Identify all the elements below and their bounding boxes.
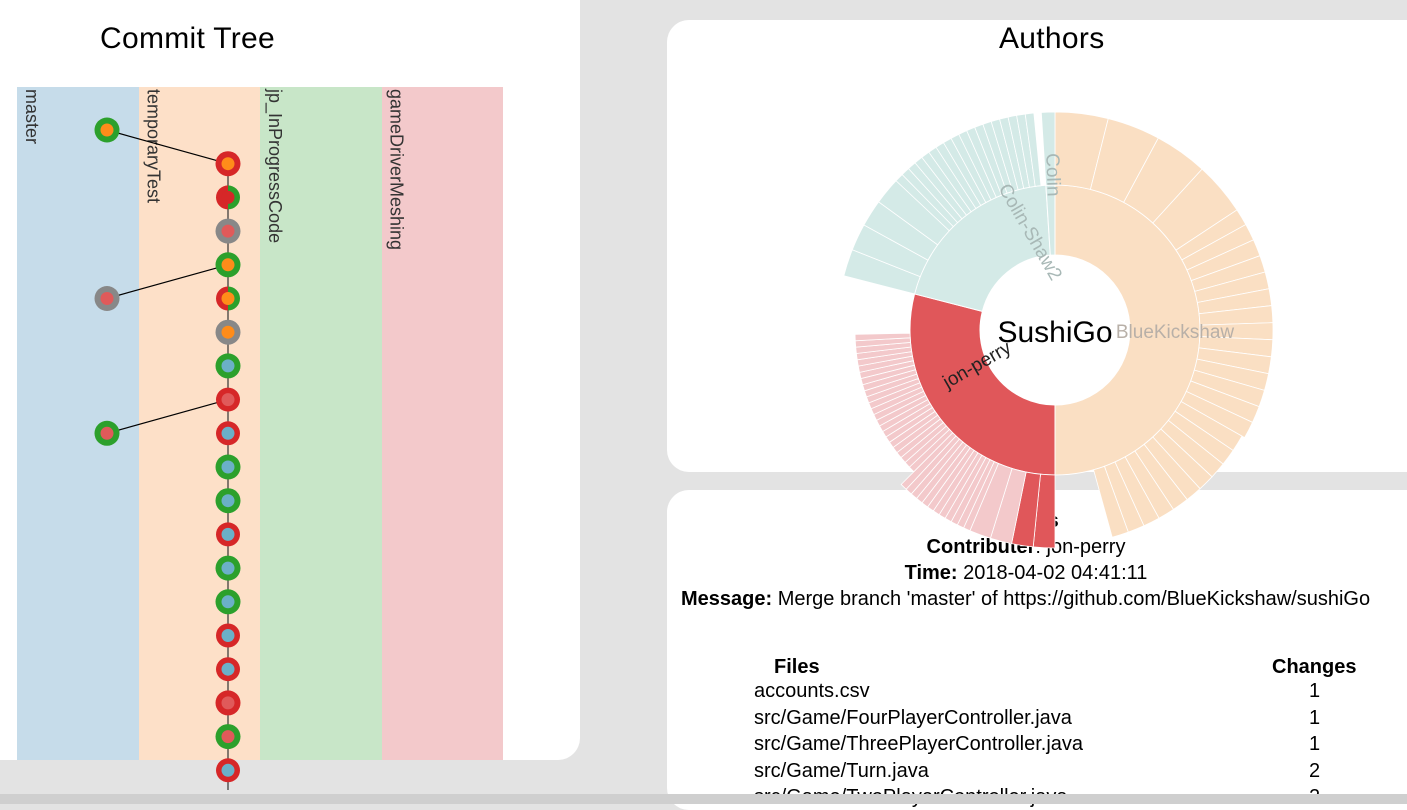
commit-node[interactable] xyxy=(215,151,241,177)
commit-dot xyxy=(100,292,114,305)
commit-dot xyxy=(100,426,114,440)
commit-dot xyxy=(221,426,235,440)
horizontal-scrollbar[interactable] xyxy=(0,794,1407,804)
branch-label: jp_InProgressCode xyxy=(265,89,285,244)
commit-dot xyxy=(221,224,235,238)
commit-node[interactable] xyxy=(94,420,120,446)
commit-tree-title: Commit Tree xyxy=(100,22,275,55)
branch-lane-master: master xyxy=(17,87,139,760)
file-name[interactable]: src/Game/FourPlayerController.java xyxy=(754,706,1072,729)
author-label: Colin xyxy=(1041,153,1063,197)
commit-node[interactable] xyxy=(215,319,241,345)
commit-node[interactable] xyxy=(216,421,240,446)
commit-dot xyxy=(221,460,235,474)
commit-graph xyxy=(94,117,241,790)
commit-dot xyxy=(221,595,235,609)
commit-node[interactable] xyxy=(215,454,241,480)
commit-dot xyxy=(221,359,235,373)
commit-dot xyxy=(221,763,235,777)
authors-title: Authors xyxy=(999,22,1105,55)
commit-node[interactable] xyxy=(215,252,241,278)
commit-dot xyxy=(221,258,235,272)
commit-node[interactable] xyxy=(216,387,240,412)
merge-line xyxy=(106,264,229,300)
commit-node[interactable] xyxy=(216,185,240,210)
commit-dot xyxy=(221,561,235,575)
commit-node[interactable] xyxy=(215,353,241,379)
commit-node[interactable] xyxy=(215,555,241,581)
sunburst-center xyxy=(980,255,1130,405)
branch-label: temporaryTest xyxy=(143,89,164,204)
file-name[interactable]: src/Game/ThreePlayerController.java xyxy=(754,733,1084,755)
time-row: Time: 2018-04-02 04:41:11 xyxy=(667,560,1407,586)
commit-node[interactable] xyxy=(215,218,241,244)
file-changes: 1 xyxy=(1309,680,1321,702)
message-label: Message: xyxy=(681,588,773,610)
message-row: Message: Merge branch 'master' of https:… xyxy=(681,586,1407,612)
commit-node[interactable] xyxy=(94,286,120,311)
author-label: BlueKickshaw xyxy=(1116,322,1235,343)
commit-dot xyxy=(221,157,235,171)
commit-dot xyxy=(221,696,235,710)
sunburst-center-label: SushiGo xyxy=(997,316,1112,349)
commit-node[interactable] xyxy=(216,623,240,648)
branch-label: gameDriverMeshing xyxy=(386,89,407,251)
commit-node[interactable] xyxy=(216,758,240,783)
commit-dot xyxy=(221,190,235,204)
commit-node[interactable] xyxy=(215,488,241,514)
merge-line xyxy=(106,129,229,165)
commit-node[interactable] xyxy=(215,724,241,750)
commit-dot xyxy=(100,123,114,137)
branch-lane-jp_InProgressCode: jp_InProgressCode xyxy=(260,87,382,760)
commit-dot xyxy=(221,494,235,508)
commit-node[interactable] xyxy=(216,286,240,311)
commit-node[interactable] xyxy=(216,657,240,682)
file-arc xyxy=(854,332,911,342)
file-arc xyxy=(1040,111,1056,186)
commit-dot xyxy=(221,730,235,744)
file-name[interactable]: accounts.csv xyxy=(754,680,870,702)
file-arc xyxy=(1024,112,1042,187)
commit-dot xyxy=(221,629,235,642)
author-sunburst[interactable]: SushiGo BlueKickshawjon-perryColin-Shaw2C… xyxy=(795,70,1315,590)
commit-dot xyxy=(221,527,235,541)
time-label: Time: xyxy=(904,562,958,584)
commit-node[interactable] xyxy=(94,117,120,143)
file-changes: 1 xyxy=(1309,706,1321,729)
file-changes: 1 xyxy=(1309,733,1321,755)
message-value: Merge branch 'master' of https://github.… xyxy=(777,588,1371,610)
contributor-value: jon-perry xyxy=(1046,536,1126,558)
commit-tree-panel: Commit Tree master temporaryTest jp_InProg… xyxy=(0,0,580,760)
commit-node[interactable] xyxy=(215,589,241,615)
commit-dot xyxy=(221,292,235,305)
time-value: 2018-04-02 04:41:11 xyxy=(963,562,1148,584)
file-changes: 2 xyxy=(1309,759,1321,782)
file-name[interactable]: src/Game/Turn.java xyxy=(754,759,929,782)
changes-header: Changes xyxy=(1272,656,1357,678)
branch-label: master xyxy=(22,89,42,145)
commit-dot xyxy=(221,393,235,407)
commit-node[interactable] xyxy=(215,690,241,716)
file-arc xyxy=(1093,465,1129,538)
commit-dot xyxy=(221,662,235,676)
files-header: Files xyxy=(774,656,820,678)
commit-node[interactable] xyxy=(215,522,240,547)
commit-dot xyxy=(221,325,235,339)
merge-line xyxy=(106,399,229,434)
branch-lane-gameDriverMeshing: gameDriverMeshing xyxy=(381,87,503,760)
